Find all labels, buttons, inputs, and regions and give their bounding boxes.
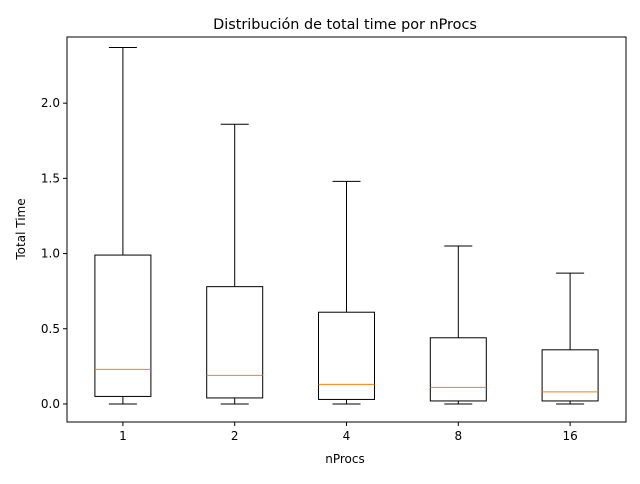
- y-tick-label: 1.0: [41, 247, 60, 261]
- x-tick-label: 2: [231, 429, 239, 443]
- iqr-box: [206, 286, 264, 399]
- x-axis-ticks: 1 2 4 8 16: [119, 422, 578, 443]
- y-tick-label: 0.0: [41, 397, 60, 411]
- x-tick-label: 1: [119, 429, 127, 443]
- x-tick-label: 8: [454, 429, 462, 443]
- x-tick-label: 4: [343, 429, 351, 443]
- box-8: [429, 245, 487, 405]
- y-tick-label: 2.0: [41, 96, 60, 110]
- iqr-box: [94, 254, 152, 397]
- iqr-box: [318, 311, 375, 400]
- y-axis-label: Total Time: [14, 198, 28, 260]
- iqr-box: [541, 349, 599, 402]
- y-tick-label: 0.5: [41, 322, 60, 336]
- box-16: [541, 272, 599, 405]
- y-axis-ticks: 0.0 0.5 1.0 1.5 2.0: [41, 96, 67, 411]
- chart-title: Distribución de total time por nProcs: [213, 17, 477, 33]
- box-1: [94, 47, 152, 405]
- y-tick-label: 1.5: [41, 171, 60, 185]
- x-axis-label: nProcs: [325, 452, 365, 466]
- plot-area: [94, 47, 599, 405]
- x-tick-label: 16: [562, 429, 577, 443]
- box-2: [206, 123, 264, 405]
- iqr-box: [429, 337, 487, 402]
- box-4: [318, 180, 375, 405]
